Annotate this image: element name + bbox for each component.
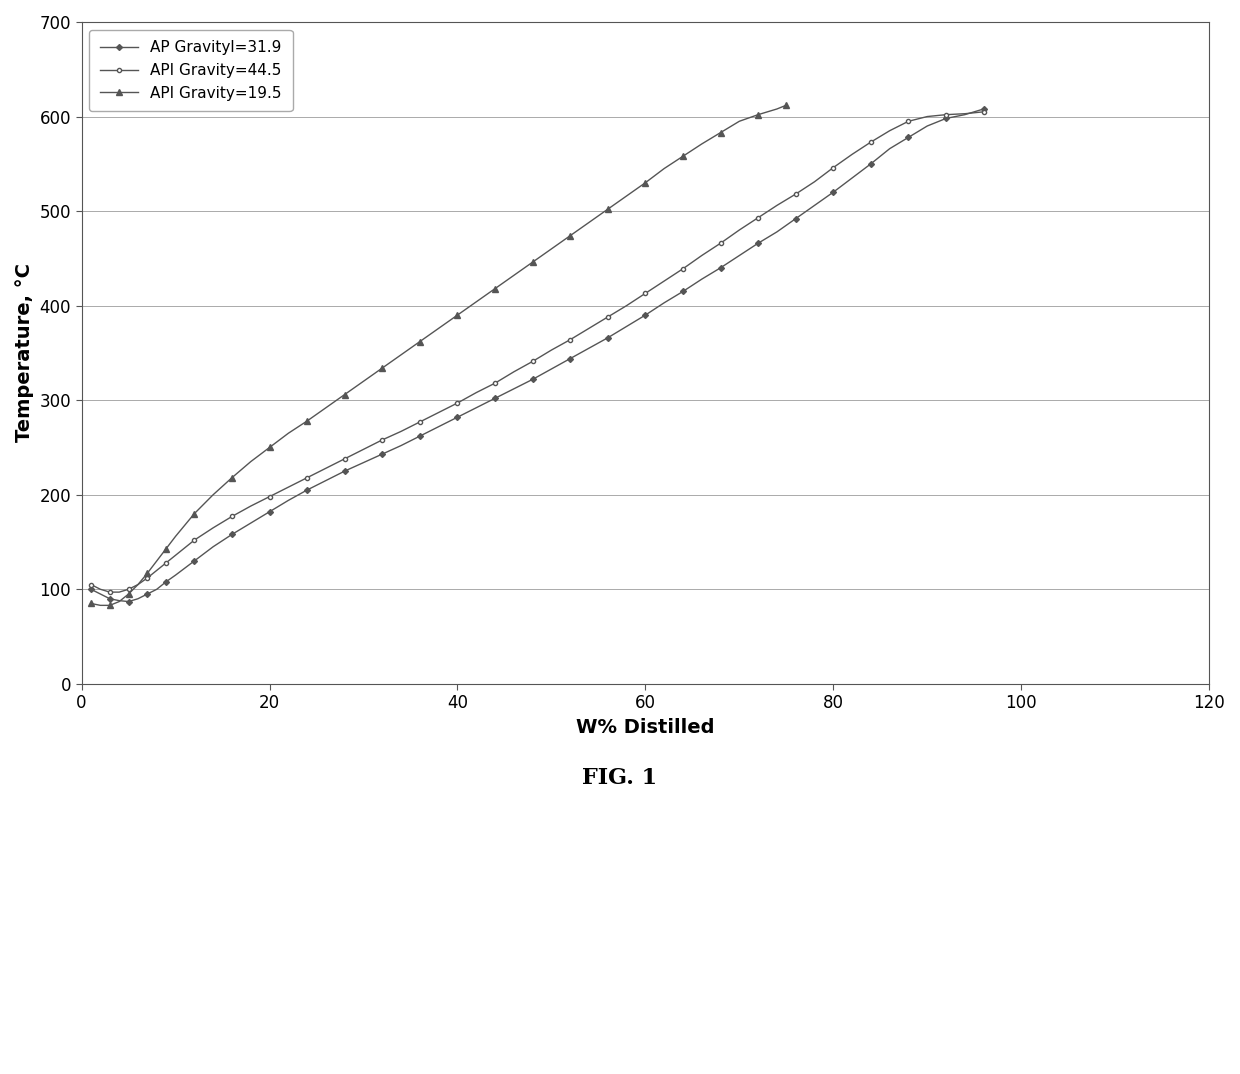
API Gravity=19.5 [469, 295, 484, 308]
API Gravity=19.5 [393, 348, 408, 361]
API Gravity=19.5 [243, 455, 258, 468]
API Gravity=19.5 [356, 375, 371, 388]
API Gravity=19.5 [83, 597, 98, 610]
API Gravity=44.5 [976, 105, 991, 118]
API Gravity=19.5 [600, 203, 615, 216]
API Gravity=19.5 [169, 529, 184, 542]
API Gravity=19.5 [450, 308, 465, 321]
API Gravity=19.5 [713, 126, 728, 139]
API Gravity=19.5 [206, 489, 221, 502]
API Gravity=19.5 [224, 471, 239, 484]
API Gravity=19.5 [526, 256, 541, 268]
Line: API Gravity=19.5: API Gravity=19.5 [88, 102, 789, 608]
API Gravity=19.5 [676, 149, 691, 162]
API Gravity=19.5 [637, 176, 652, 189]
AP Gravityl=31.9 [882, 142, 897, 155]
API Gravity=19.5 [544, 243, 559, 256]
API Gravity=19.5 [103, 599, 118, 612]
API Gravity=19.5 [432, 322, 446, 335]
API Gravity=19.5 [159, 542, 174, 555]
API Gravity=19.5 [779, 99, 794, 112]
AP Gravityl=31.9 [600, 332, 615, 345]
API Gravity=19.5 [187, 507, 202, 520]
AP Gravityl=31.9 [122, 595, 136, 608]
API Gravity=19.5 [563, 229, 578, 242]
API Gravity=44.5 [281, 481, 296, 494]
Line: API Gravity=44.5: API Gravity=44.5 [89, 110, 986, 594]
API Gravity=44.5 [770, 199, 785, 212]
API Gravity=44.5 [637, 287, 652, 300]
Line: AP Gravityl=31.9: AP Gravityl=31.9 [89, 107, 986, 604]
API Gravity=19.5 [112, 595, 126, 608]
API Gravity=19.5 [487, 282, 502, 295]
API Gravity=19.5 [413, 335, 428, 348]
API Gravity=44.5 [83, 578, 98, 591]
X-axis label: W% Distilled: W% Distilled [577, 717, 714, 737]
API Gravity=44.5 [582, 322, 596, 335]
AP Gravityl=31.9 [281, 494, 296, 507]
API Gravity=19.5 [262, 441, 277, 454]
API Gravity=19.5 [140, 567, 155, 580]
AP Gravityl=31.9 [976, 102, 991, 115]
API Gravity=19.5 [506, 268, 521, 281]
API Gravity=19.5 [732, 115, 746, 128]
Legend: AP Gravityl=31.9, API Gravity=44.5, API Gravity=19.5: AP Gravityl=31.9, API Gravity=44.5, API … [89, 30, 293, 112]
Y-axis label: Temperature, °C: Temperature, °C [15, 263, 33, 442]
API Gravity=19.5 [337, 388, 352, 401]
API Gravity=44.5 [882, 125, 897, 137]
AP Gravityl=31.9 [637, 308, 652, 321]
API Gravity=19.5 [281, 426, 296, 439]
API Gravity=44.5 [600, 310, 615, 323]
API Gravity=19.5 [619, 189, 634, 202]
API Gravity=19.5 [657, 162, 672, 175]
AP Gravityl=31.9 [582, 342, 596, 354]
AP Gravityl=31.9 [83, 583, 98, 596]
API Gravity=19.5 [582, 216, 596, 229]
API Gravity=19.5 [130, 578, 145, 591]
API Gravity=19.5 [770, 102, 785, 115]
API Gravity=19.5 [750, 108, 765, 121]
API Gravity=19.5 [149, 554, 164, 567]
AP Gravityl=31.9 [770, 226, 785, 238]
API Gravity=19.5 [300, 415, 315, 427]
API Gravity=44.5 [103, 585, 118, 598]
Text: FIG. 1: FIG. 1 [583, 767, 657, 789]
API Gravity=19.5 [694, 137, 709, 150]
API Gravity=19.5 [374, 362, 389, 375]
API Gravity=19.5 [122, 587, 136, 600]
API Gravity=19.5 [319, 402, 334, 415]
API Gravity=19.5 [93, 599, 108, 612]
